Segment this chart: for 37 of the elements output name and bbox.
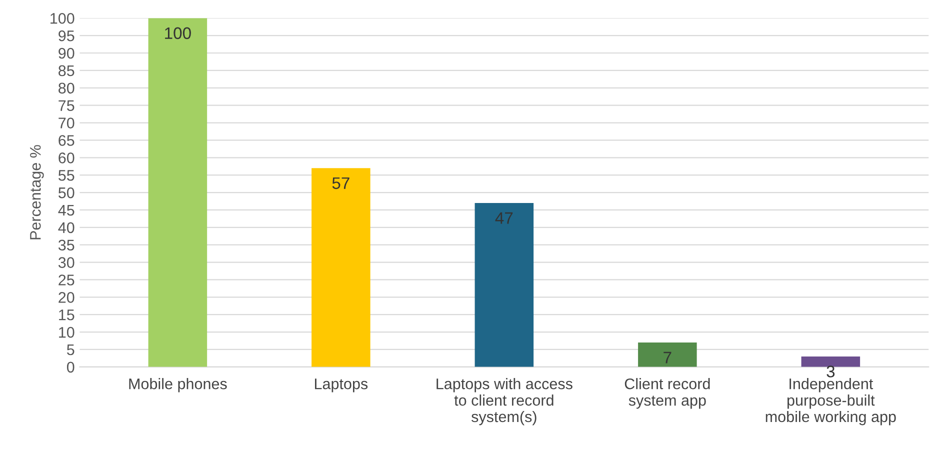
y-tick-label: 100 <box>50 12 74 24</box>
x-tick-label: Mobile phones <box>129 378 227 392</box>
bar <box>312 168 370 367</box>
y-tick-label: 85 <box>58 65 74 76</box>
y-tick-label: 50 <box>58 187 74 198</box>
x-tick-label: Laptops with access to client record system(s) <box>436 378 572 426</box>
data-label: 7 <box>664 352 672 364</box>
x-tick-label: Laptops <box>315 378 368 392</box>
bar <box>474 202 534 367</box>
y-tick-label: 15 <box>59 310 74 320</box>
x-tick-label: Client record system app <box>624 378 710 409</box>
y-tick-label: 5 <box>66 344 74 356</box>
y-tick-label: 70 <box>58 118 74 128</box>
y-tick-label: 40 <box>58 222 74 234</box>
y-tick-label: 65 <box>58 135 74 146</box>
y-tick-label: 95 <box>58 30 74 42</box>
bar <box>148 18 208 367</box>
y-axis-title: Percentage % <box>30 145 44 240</box>
y-tick-label: 75 <box>58 100 74 112</box>
y-tick-label: 30 <box>58 257 74 268</box>
x-tick-label: Independent purpose-built mobile working app <box>766 378 896 426</box>
y-tick-label: 10 <box>59 326 74 338</box>
data-label: 100 <box>165 27 191 40</box>
y-tick-label: 35 <box>58 240 74 251</box>
data-label: 47 <box>495 212 513 224</box>
data-label: 57 <box>332 177 350 190</box>
y-tick-label: 80 <box>58 82 74 94</box>
y-tick-label: 0 <box>66 362 74 373</box>
y-tick-label: 55 <box>58 170 74 181</box>
y-tick-label: 20 <box>58 292 74 303</box>
y-tick-label: 60 <box>58 152 74 164</box>
bar <box>801 356 860 367</box>
y-tick-label: 45 <box>58 204 74 216</box>
data-label: 3 <box>826 366 835 378</box>
y-tick-label: 25 <box>58 274 74 286</box>
bar <box>638 342 697 367</box>
y-tick-label: 90 <box>58 48 74 59</box>
